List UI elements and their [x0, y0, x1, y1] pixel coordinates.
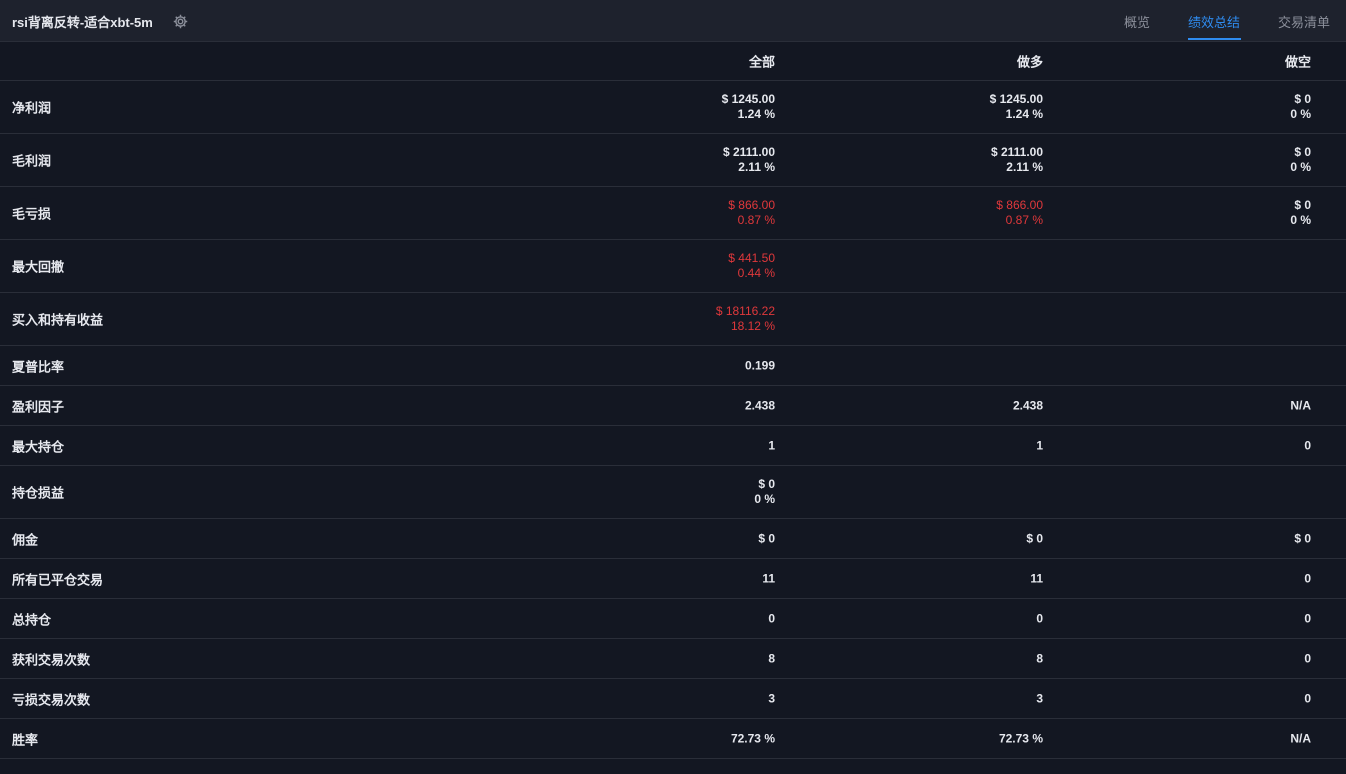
value-short: 0	[1304, 651, 1311, 665]
row-label: 最大回撤	[12, 259, 65, 275]
table-row: 最大持仓 1 1 0	[0, 426, 1346, 466]
value-all: $ 866.00 0.87 %	[728, 198, 775, 227]
performance-table: 全部 做多 做空 净利润 $ 1245.00 1.24 % $ 1245.00 1.…	[0, 42, 1346, 759]
value-long: 8	[1036, 651, 1043, 665]
value-all: 0.199	[744, 358, 775, 372]
value-all: 3	[768, 691, 775, 705]
value-short: 0	[1304, 611, 1311, 625]
value-long: $ 2111.00 2.11 %	[990, 145, 1043, 174]
row-label: 毛亏损	[12, 206, 52, 222]
gear-icon[interactable]	[172, 13, 189, 30]
value-long: 0	[1036, 611, 1043, 625]
tab-performance-summary[interactable]: 绩效总结	[1188, 15, 1241, 30]
row-label: 总持仓	[12, 612, 52, 627]
value-short: 0	[1304, 691, 1311, 705]
row-label: 最大持仓	[12, 439, 65, 454]
value-short: N/A	[1290, 731, 1311, 745]
row-label: 亏损交易次数	[12, 692, 91, 707]
table-row: 获利交易次数 8 8 0	[0, 639, 1346, 679]
value-long: 1	[1036, 438, 1043, 452]
value-all: $ 1245.00 1.24 %	[721, 92, 775, 121]
table-row: 最大回撤 $ 441.50 0.44 %	[0, 240, 1346, 293]
value-all: 8	[768, 651, 775, 665]
column-header-all: 全部	[748, 54, 775, 70]
column-header-short: 做空	[1284, 54, 1311, 70]
value-short: $ 0	[1294, 531, 1311, 545]
value-short: N/A	[1290, 398, 1311, 412]
value-long: 11	[1030, 571, 1043, 585]
value-all: 2.438	[744, 398, 775, 412]
table-row: 夏普比率 0.199	[0, 346, 1346, 386]
value-all: $ 2111.00 2.11 %	[722, 145, 775, 174]
value-long: $ 1245.00 1.24 %	[989, 92, 1043, 121]
table-row: 买入和持有收益 $ 18116.22 18.12 %	[0, 293, 1346, 346]
value-long: 72.73 %	[998, 731, 1043, 745]
row-label: 获利交易次数	[12, 652, 91, 667]
top-bar: rsi背离反转-适合xbt-5m 概览 绩效总结 交易清单	[0, 0, 1346, 42]
active-tab-indicator	[1188, 38, 1241, 40]
column-header-long: 做多	[1016, 54, 1043, 70]
table-row: 佣金 $ 0 $ 0 $ 0	[0, 519, 1346, 559]
value-all: 0	[768, 611, 775, 625]
table-header-row: 全部 做多 做空	[0, 42, 1346, 81]
value-long: 2.438	[1012, 398, 1043, 412]
row-label: 佣金	[12, 532, 39, 547]
value-all: 11	[762, 571, 775, 585]
row-label: 盈利因子	[12, 399, 65, 414]
table-row: 胜率 72.73 % 72.73 % N/A	[0, 719, 1346, 759]
value-short: 0	[1304, 571, 1311, 585]
value-all: 72.73 %	[730, 731, 775, 745]
value-all: $ 441.50 0.44 %	[728, 251, 775, 280]
row-label: 买入和持有收益	[12, 312, 104, 328]
value-all: $ 0	[758, 531, 775, 545]
table-row: 盈利因子 2.438 2.438 N/A	[0, 386, 1346, 426]
row-label: 所有已平仓交易	[12, 572, 104, 587]
table-row: 所有已平仓交易 11 11 0	[0, 559, 1346, 599]
row-label: 胜率	[12, 732, 39, 747]
row-label: 持仓损益	[12, 485, 65, 501]
value-all: $ 18116.22 18.12 %	[715, 304, 775, 333]
tab-overview[interactable]: 概览	[1124, 15, 1151, 30]
tab-trade-list[interactable]: 交易清单	[1278, 15, 1331, 30]
table-row: 亏损交易次数 3 3 0	[0, 679, 1346, 719]
table-row: 总持仓 0 0 0	[0, 599, 1346, 639]
strategy-title: rsi背离反转-适合xbt-5m	[12, 15, 153, 30]
value-short: 0	[1304, 438, 1311, 452]
value-long: $ 0	[1026, 531, 1043, 545]
value-long: 3	[1036, 691, 1043, 705]
row-label: 净利润	[12, 100, 52, 116]
value-long: $ 866.00 0.87 %	[996, 198, 1043, 227]
value-all: 1	[768, 438, 775, 452]
row-label: 夏普比率	[12, 359, 65, 374]
row-label: 毛利润	[12, 153, 52, 169]
